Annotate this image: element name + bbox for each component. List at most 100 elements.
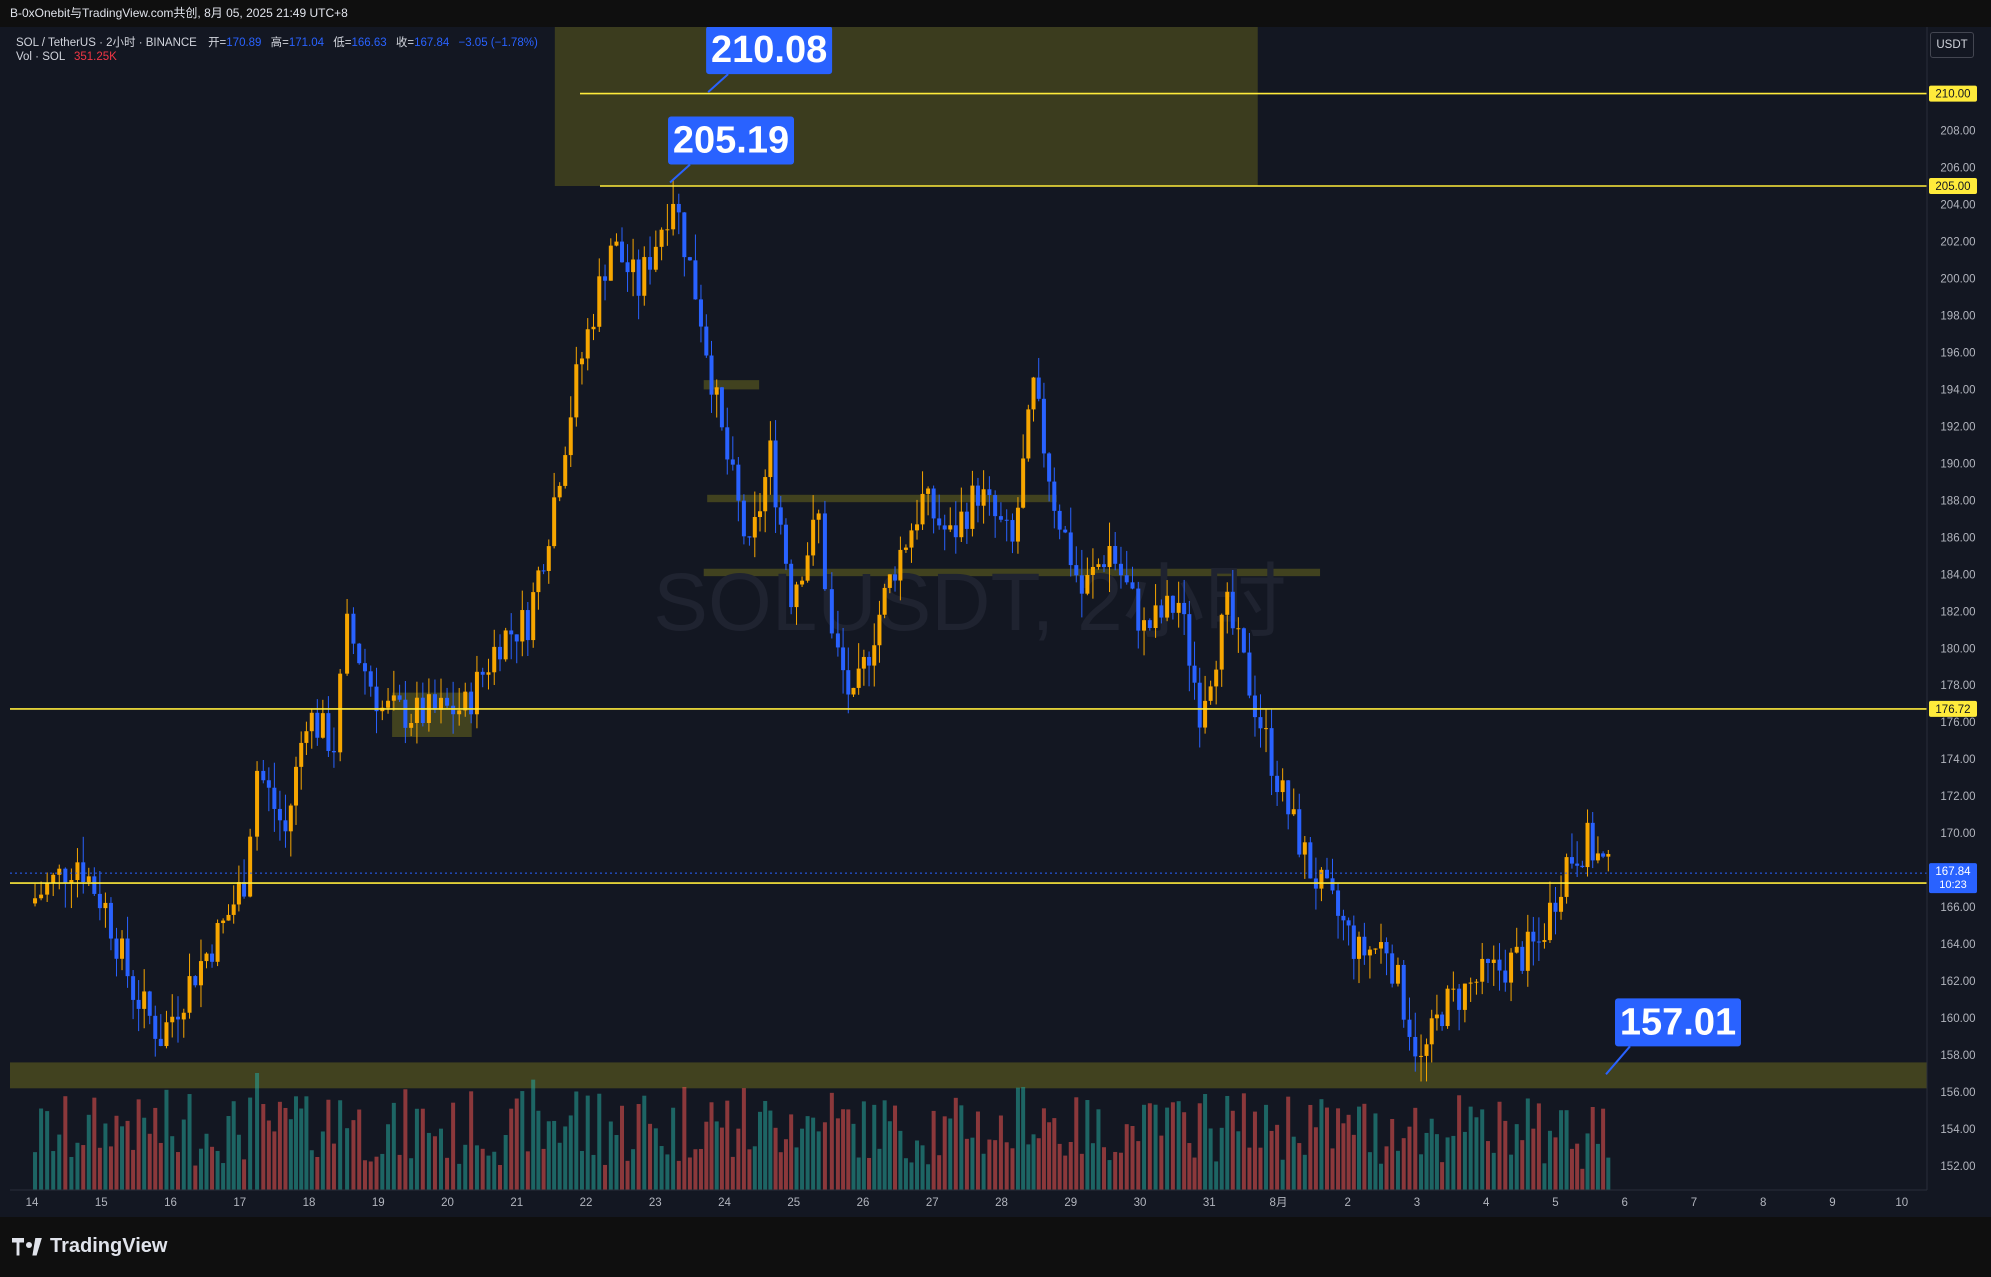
time-tick: 27 xyxy=(926,1197,939,1209)
volume-bar xyxy=(198,1148,203,1190)
candle-body xyxy=(659,229,664,247)
volume-bar xyxy=(1153,1104,1158,1190)
volume-bar xyxy=(338,1100,343,1190)
volume-bar xyxy=(636,1104,641,1190)
candle-body xyxy=(142,991,147,1009)
candle-body xyxy=(704,326,709,356)
volume-bar xyxy=(665,1154,670,1190)
candle-body xyxy=(1525,931,1530,971)
volume-bar xyxy=(768,1110,773,1190)
volume-bar xyxy=(816,1131,821,1190)
legend-low: 166.63 xyxy=(351,37,387,49)
volume-bar xyxy=(778,1152,783,1190)
volume-bar xyxy=(909,1162,914,1190)
candle-body xyxy=(97,893,102,909)
candle-body xyxy=(1026,409,1031,459)
candle-body xyxy=(1170,595,1175,613)
volume-bar xyxy=(736,1128,741,1190)
legend-open-label: 开= xyxy=(208,37,227,49)
volume-bar xyxy=(1357,1106,1362,1190)
price-axis-panel[interactable] xyxy=(1927,27,1991,1217)
volume-bars xyxy=(33,1073,1611,1190)
candle-body xyxy=(614,241,619,246)
candle-body xyxy=(1241,628,1246,653)
candle-body xyxy=(231,904,236,915)
volume-bar xyxy=(1286,1096,1291,1190)
volume-bar xyxy=(1085,1100,1090,1190)
candle-body xyxy=(153,1015,158,1039)
price-tick: 186.00 xyxy=(1940,532,1975,544)
candle-body xyxy=(987,489,992,496)
candle-body xyxy=(687,257,692,261)
legend-high-label: 高= xyxy=(270,37,289,49)
volume-bar xyxy=(1291,1136,1296,1190)
candle-body xyxy=(1101,564,1106,568)
candle-body xyxy=(1074,565,1079,576)
time-tick: 2 xyxy=(1345,1197,1351,1209)
volume-bar xyxy=(937,1155,942,1190)
candle-body xyxy=(725,427,730,460)
volume-bar xyxy=(1258,1147,1263,1190)
candle-body xyxy=(1047,453,1052,482)
volume-bar xyxy=(1041,1108,1046,1190)
volume-bar xyxy=(942,1116,947,1190)
candle-body xyxy=(1509,952,1514,983)
volume-bar xyxy=(563,1126,568,1190)
volume-bar xyxy=(1401,1138,1406,1190)
candle-body xyxy=(81,862,86,883)
candle-body xyxy=(730,459,735,465)
candle-body xyxy=(1192,665,1197,683)
volume-bar xyxy=(51,1151,56,1190)
volume-bar xyxy=(698,1148,703,1190)
volume-bar xyxy=(463,1144,468,1190)
volume-bar xyxy=(1413,1107,1418,1190)
candle-body xyxy=(351,613,356,644)
current-price-label: 167.84 xyxy=(1935,866,1971,878)
candle-body xyxy=(1004,519,1009,521)
currency-button[interactable]: USDT xyxy=(1930,32,1974,58)
level-badge-label: 210.00 xyxy=(1935,89,1970,101)
volume-bar xyxy=(953,1097,958,1190)
candle-body xyxy=(636,259,641,296)
legend-volume: 351.25K xyxy=(74,51,117,63)
tradingview-brand[interactable]: TradingView xyxy=(12,1235,167,1258)
volume-bar xyxy=(1136,1141,1141,1190)
time-tick: 16 xyxy=(164,1197,177,1209)
candle-body xyxy=(1124,575,1129,583)
volume-bar xyxy=(362,1160,367,1190)
candle-body xyxy=(552,497,557,547)
volume-bar xyxy=(1419,1154,1424,1190)
volume-bar xyxy=(1241,1093,1246,1190)
volume-bar xyxy=(676,1160,681,1190)
candle-body xyxy=(1514,946,1519,953)
volume-bar xyxy=(1004,1142,1009,1190)
volume-bar xyxy=(63,1096,68,1190)
volume-bar xyxy=(789,1114,794,1190)
volume-bar xyxy=(887,1121,892,1190)
volume-bar xyxy=(1440,1162,1445,1190)
candle-body xyxy=(981,489,986,506)
candle-body xyxy=(210,953,215,962)
candle-body xyxy=(215,923,220,962)
candle-body xyxy=(1457,988,1462,1010)
candle-body xyxy=(242,882,247,897)
candle-body xyxy=(625,262,630,273)
candle-body xyxy=(1230,591,1235,629)
time-tick: 19 xyxy=(372,1197,385,1209)
legend-symbol: SOL / TetherUS · 2小时 · BINANCE xyxy=(16,37,197,49)
legend-open: 170.89 xyxy=(226,37,262,49)
candle-body xyxy=(1324,869,1329,879)
candle-body xyxy=(1113,546,1118,564)
brand-name: TradingView xyxy=(50,1235,168,1257)
candle-body xyxy=(1085,574,1090,594)
price-tick: 196.00 xyxy=(1940,347,1975,359)
candle-body xyxy=(1351,925,1356,959)
volume-bar xyxy=(659,1146,664,1190)
price-tick: 184.00 xyxy=(1940,569,1975,581)
volume-bar xyxy=(856,1157,861,1190)
volume-bar xyxy=(1367,1152,1372,1190)
candle-body xyxy=(498,646,503,660)
candle-body xyxy=(1580,865,1585,868)
candle-body xyxy=(709,355,714,395)
